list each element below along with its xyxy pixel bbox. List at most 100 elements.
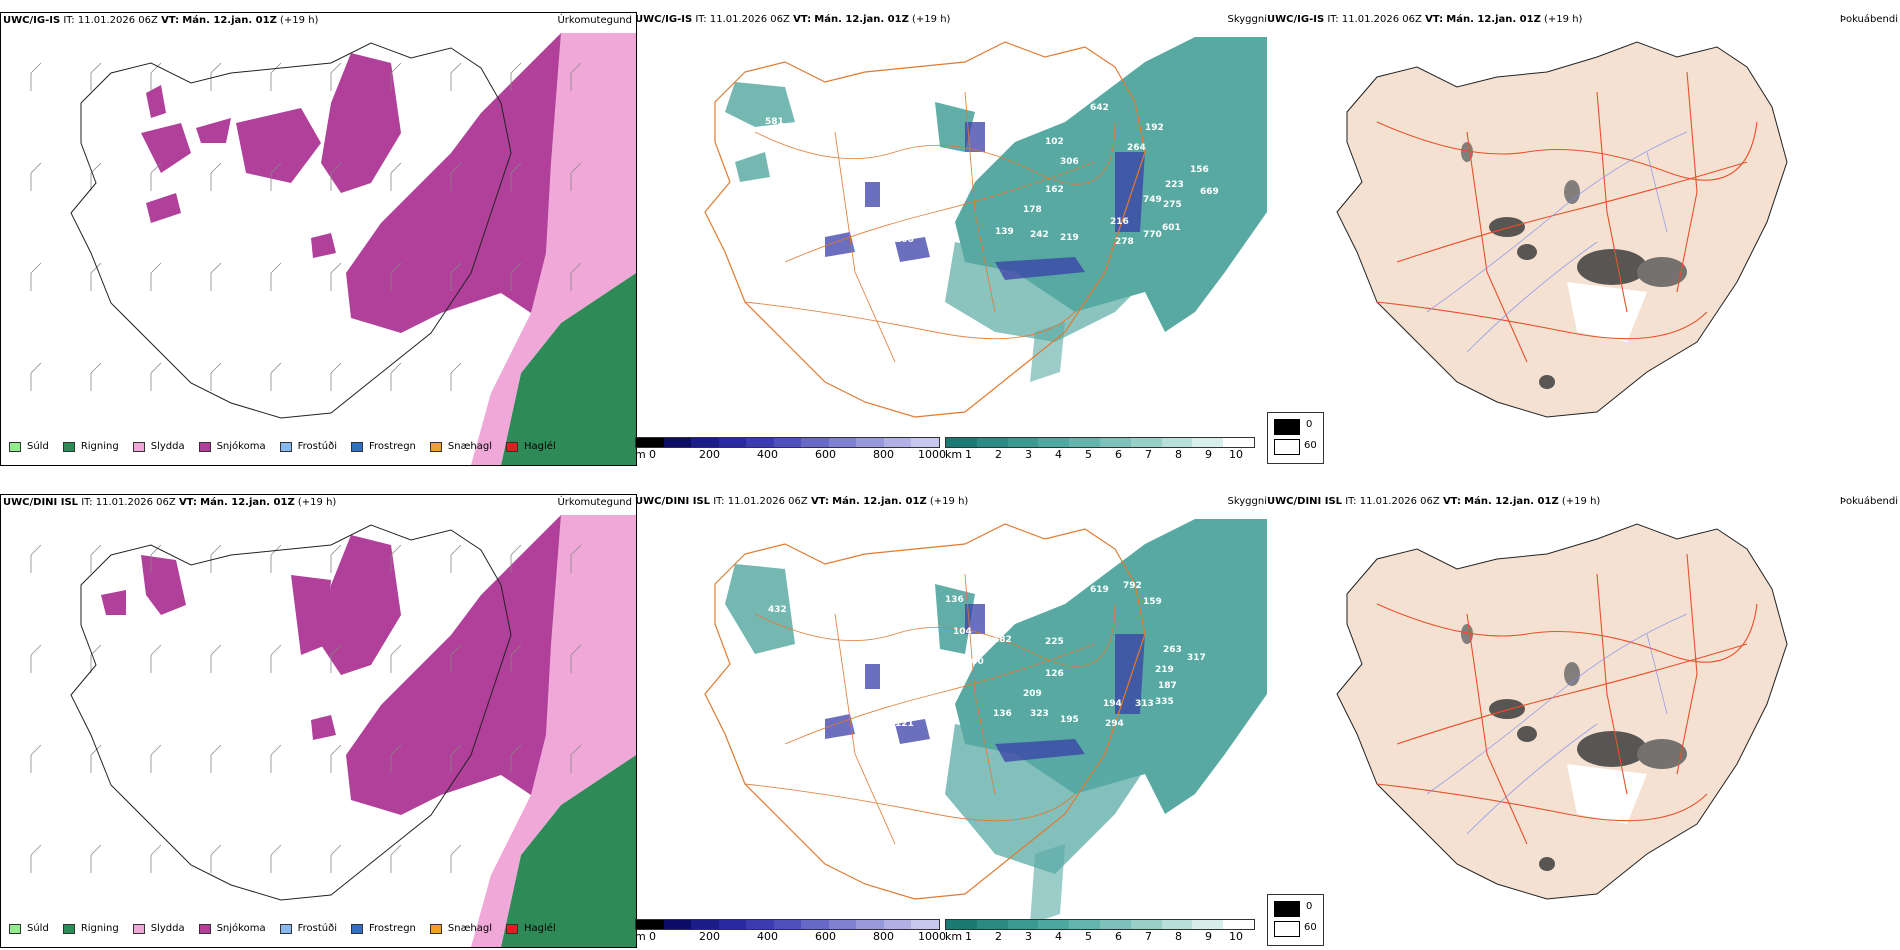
iceland-outline xyxy=(704,523,1146,900)
cloud-label: 136 xyxy=(993,709,1012,719)
precip-panel-row2: UWC/DINI ISL IT: 11.01.2026 06Z VT: Mán.… xyxy=(0,494,637,948)
precip-legend: Súld Rigning Slydda Snjókoma Frostúði Fr… xyxy=(9,441,570,452)
panel-title: Þokuábendi xyxy=(1839,496,1898,507)
visibility-colorbar: km 1 2 3 4 5 6 7 8 9 10 xyxy=(945,919,1255,944)
panel-title: Skyggni xyxy=(1227,14,1267,25)
cloud-label: 223 xyxy=(1165,180,1184,190)
cloud-label: 187 xyxy=(1158,681,1177,691)
cloud-label: 78 xyxy=(875,739,888,749)
legend-item: Snjókoma xyxy=(198,441,266,452)
cloud-label: 104 xyxy=(953,627,972,637)
legend-item: Frostúði xyxy=(279,923,337,934)
cloud-panel-row2: 432 136 104 182 100 225 126 209 136 323 … xyxy=(635,494,1324,946)
cloud-label: 113 xyxy=(935,719,954,729)
panel-header: UWC/IG-IS IT: 11.01.2026 06Z VT: Mán. 12… xyxy=(635,14,951,25)
cloud-label: 100 xyxy=(965,657,984,667)
cloud-map: 432 136 104 182 100 225 126 209 136 323 … xyxy=(704,519,1267,924)
cloud-label: 581 xyxy=(765,117,784,127)
cloud-label: 317 xyxy=(1187,653,1206,663)
panel-header: UWC/IG-IS IT: 11.01.2026 06Z VT: Mán. 12… xyxy=(1267,14,1583,25)
legend-item: Frostregn xyxy=(351,923,416,934)
cloud-label: 16 xyxy=(960,173,973,183)
cloud-label: 216 xyxy=(1110,217,1129,227)
iceland-outline xyxy=(70,524,512,901)
legend-item: Súld xyxy=(9,923,49,934)
panel-title: Úrkomutegund xyxy=(557,497,632,508)
cloud-label: 178 xyxy=(1023,205,1042,215)
cloud-label: 136 xyxy=(945,595,964,605)
legend-item: Súld xyxy=(9,441,49,452)
cloud-label: 278 xyxy=(1115,237,1134,247)
cloud-label: 219 xyxy=(1060,233,1079,243)
panel-header: UWC/DINI ISL IT: 11.01.2026 06Z VT: Mán.… xyxy=(635,496,969,507)
cloud-label: 619 xyxy=(1090,585,1109,595)
cloud-label: 195 xyxy=(1060,715,1079,725)
cloud-label: 749 xyxy=(1143,195,1162,205)
legend-item: Haglél xyxy=(506,923,556,934)
legend-item: Haglél xyxy=(506,441,556,452)
cloud-label: 770 xyxy=(1143,230,1162,240)
panel-title: Þokuábendi xyxy=(1839,14,1898,25)
cloud-label: 192 xyxy=(1145,123,1164,133)
fog-panel-row1: UWC/IG-IS IT: 11.01.2026 06Z VT: Mán. 12… xyxy=(1267,12,1900,464)
cloud-label: 156 xyxy=(1190,165,1209,175)
legend-item: Slydda xyxy=(132,441,185,452)
cloud-label: 194 xyxy=(1103,699,1122,709)
precip-panel-row1: UWC/IG-IS IT: 11.01.2026 06Z VT: Mán. 12… xyxy=(0,12,637,466)
cloud-label: 182 xyxy=(993,635,1012,645)
cloud-label: 323 xyxy=(1030,709,1049,719)
cloud-label: 96 xyxy=(875,257,888,267)
cloud-label: 313 xyxy=(1135,699,1154,709)
cloud-label: 219 xyxy=(1155,665,1174,675)
cloud-label: 669 xyxy=(1200,187,1219,197)
legend-item: Rigning xyxy=(62,441,119,452)
cloud-label: 263 xyxy=(1163,645,1182,655)
cloud-label: 126 xyxy=(1045,669,1064,679)
cloud-label: 294 xyxy=(1105,719,1124,729)
fog-legend: 0 60 xyxy=(1267,894,1324,946)
cloud-label: 275 xyxy=(1163,200,1182,210)
ceiling-colorbar: m 0 200 400 600 800 1000 xyxy=(635,919,946,944)
cloud-label: 335 xyxy=(1155,697,1174,707)
ceiling-colorbar: m 0 200 400 600 800 1000 xyxy=(635,437,946,462)
precip-legend: Súld Rigning Slydda Snjókoma Frostúði Fr… xyxy=(9,923,570,934)
legend-item: Frostregn xyxy=(351,441,416,452)
visibility-colorbar: km 1 2 3 4 5 6 7 8 9 10 xyxy=(945,437,1255,462)
precip-map xyxy=(30,515,636,947)
legend-item: Snjókoma xyxy=(198,923,266,934)
panel-header: UWC/DINI ISL IT: 11.01.2026 06Z VT: Mán.… xyxy=(3,497,337,508)
cloud-label: 601 xyxy=(1162,223,1181,233)
cloud-label: 139 xyxy=(995,227,1014,237)
panel-header: UWC/DINI ISL IT: 11.01.2026 06Z VT: Mán.… xyxy=(1267,496,1601,507)
cloud-label: 642 xyxy=(1090,103,1109,113)
cloud-label: 432 xyxy=(768,605,787,615)
cloud-label: 162 xyxy=(1045,185,1064,195)
cloud-label: 792 xyxy=(1123,581,1142,591)
cloud-label: 106 xyxy=(895,235,914,245)
cloud-label: 159 xyxy=(1143,597,1162,607)
iceland-outline xyxy=(70,42,512,419)
panel-title: Úrkomutegund xyxy=(557,15,632,26)
fog-panel-row2: UWC/DINI ISL IT: 11.01.2026 06Z VT: Mán.… xyxy=(1267,494,1900,946)
panel-header: UWC/IG-IS IT: 11.01.2026 06Z VT: Mán. 12… xyxy=(3,15,319,26)
cloud-label: 264 xyxy=(1127,143,1146,153)
cloud-label: 242 xyxy=(1030,230,1049,240)
iceland-outline xyxy=(704,41,1146,418)
fog-map xyxy=(1336,41,1788,418)
legend-item: Slydda xyxy=(132,923,185,934)
legend-item: Snæhagl xyxy=(429,441,492,452)
fog-legend: 0 60 xyxy=(1267,412,1324,464)
fog-map xyxy=(1336,523,1788,900)
cloud-label: 113 xyxy=(935,235,954,245)
panel-title: Skyggni xyxy=(1227,496,1267,507)
cloud-label: 306 xyxy=(1060,157,1079,167)
cloud-label: 121 xyxy=(895,719,914,729)
precip-map xyxy=(30,33,636,465)
cloud-panel-row1: 581 642 102 306 162 178 139 242 219 216 … xyxy=(635,12,1324,464)
cloud-label: 209 xyxy=(1023,689,1042,699)
legend-item: Frostúði xyxy=(279,441,337,452)
legend-item: Rigning xyxy=(62,923,119,934)
cloud-map: 581 642 102 306 162 178 139 242 219 216 … xyxy=(704,37,1267,418)
cloud-label: 102 xyxy=(1045,137,1064,147)
legend-item: Snæhagl xyxy=(429,923,492,934)
